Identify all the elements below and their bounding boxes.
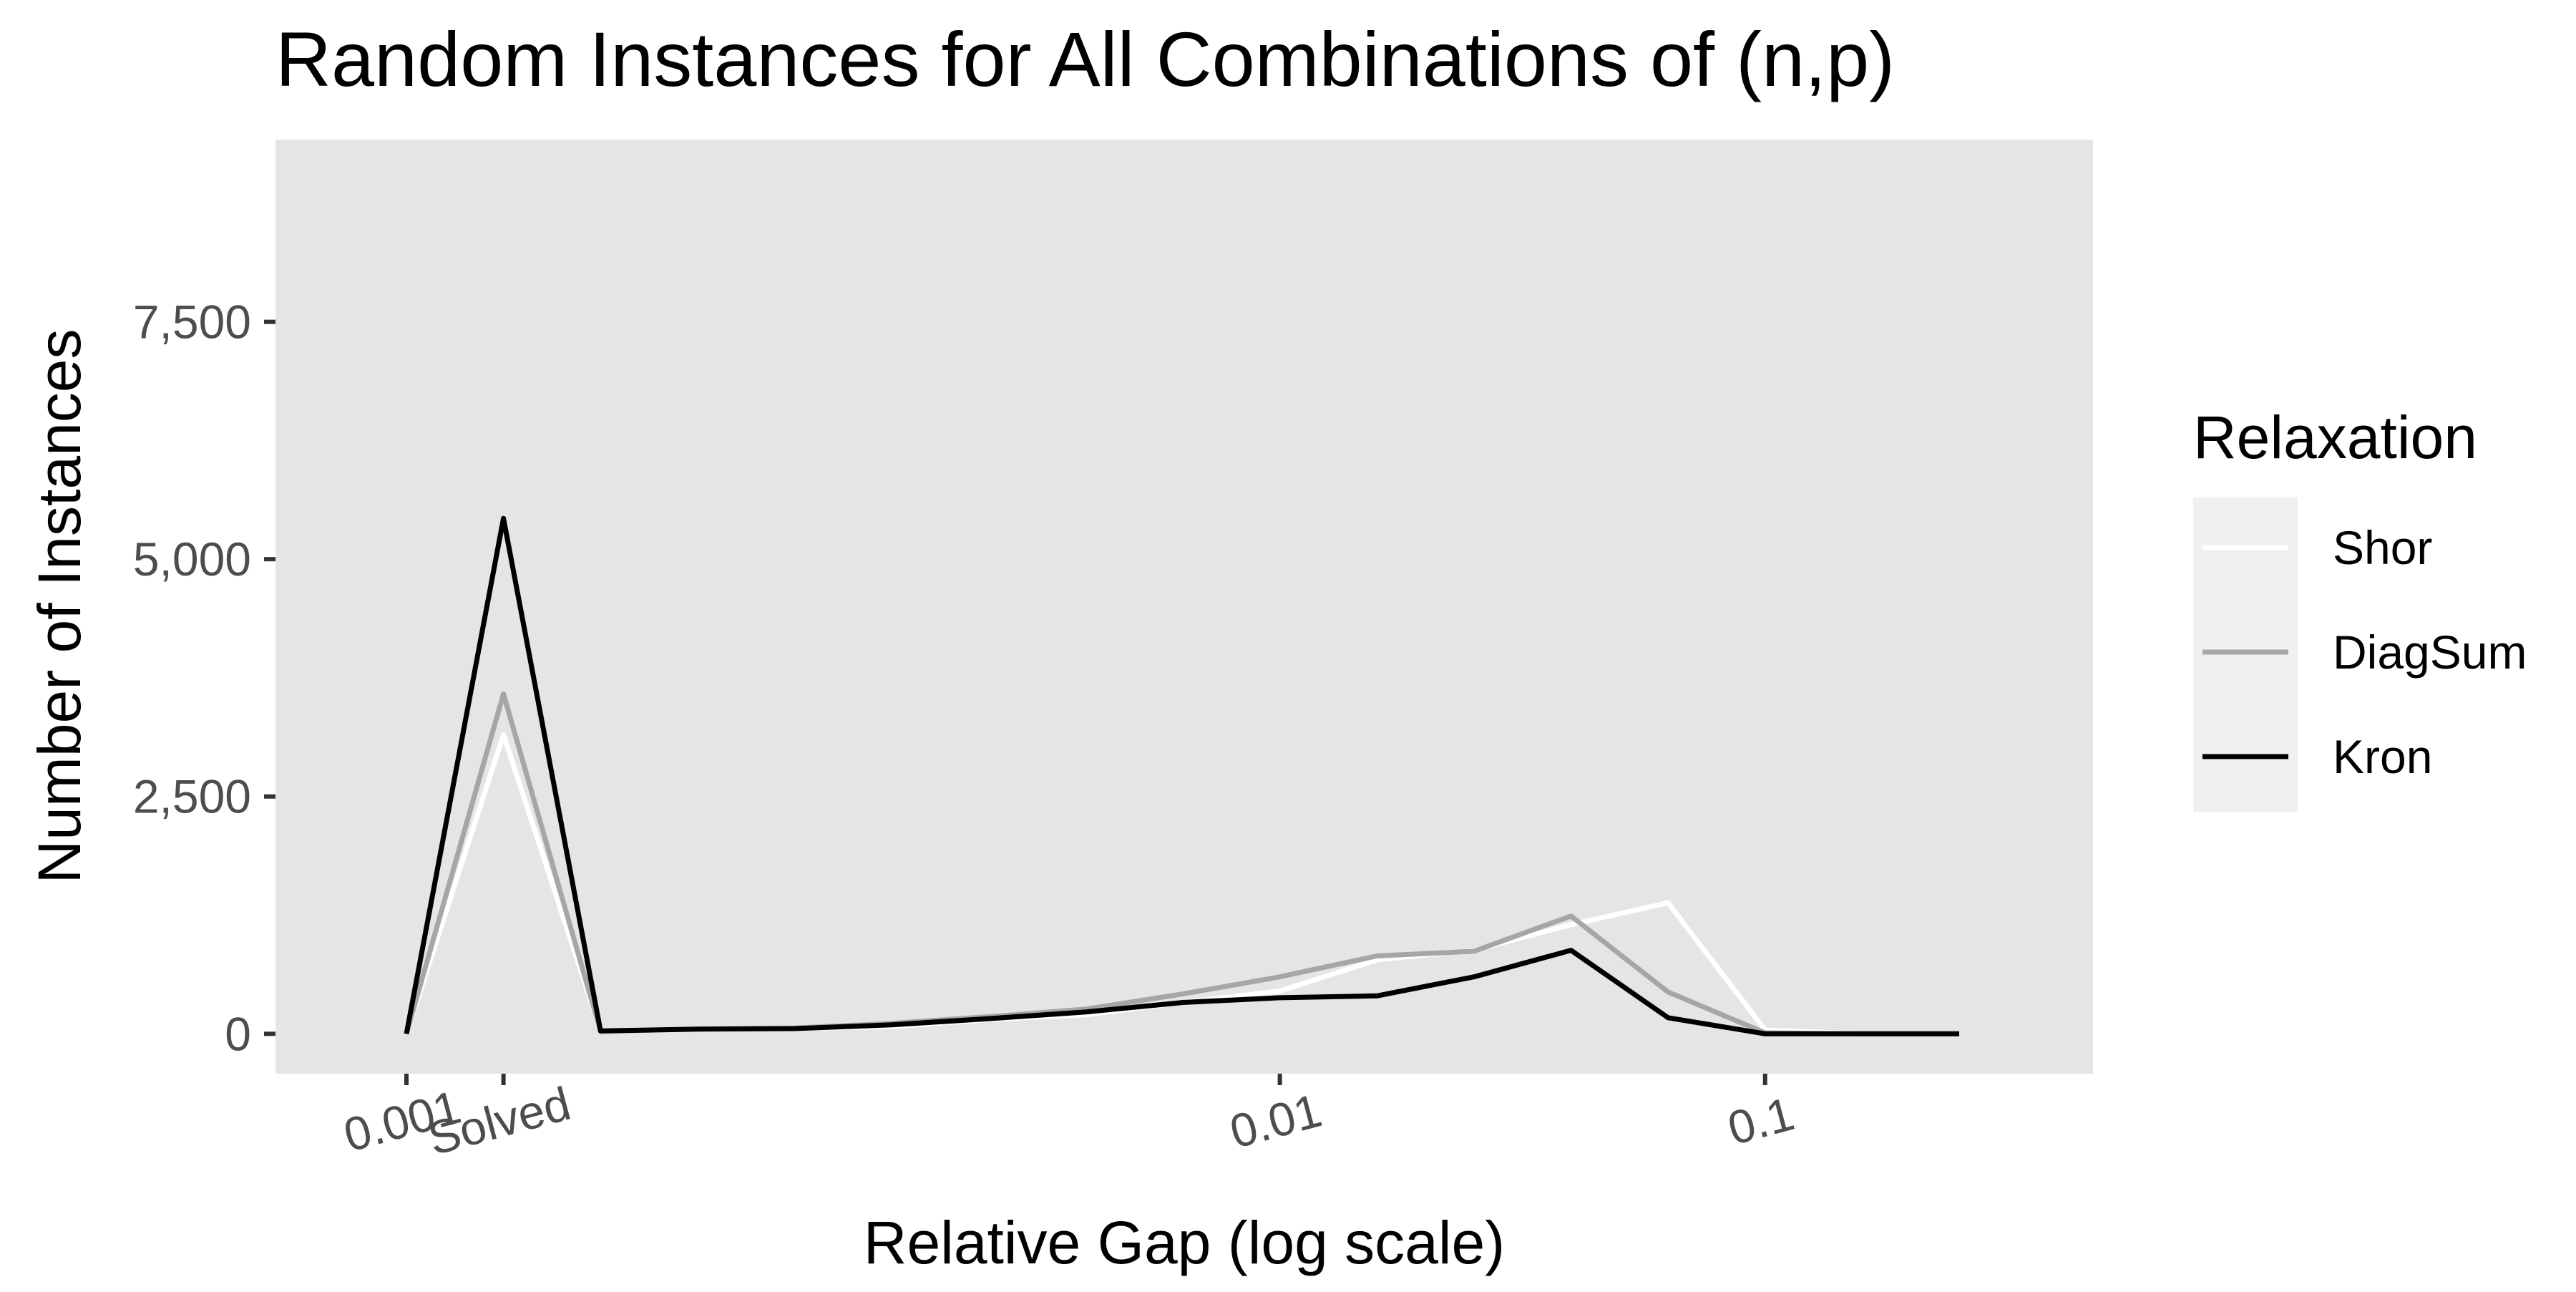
legend-key-background <box>2193 497 2298 812</box>
legend-label: Shor <box>2333 521 2432 574</box>
legend-label: Kron <box>2333 730 2432 783</box>
series-layer <box>404 515 1959 1036</box>
y-tick-label: 2,500 <box>133 770 251 823</box>
plot-panel <box>275 140 2093 1074</box>
x-tick-label: 0.1 <box>1722 1087 1800 1155</box>
y-axis: 0 2,500 5,000 7,500 <box>133 296 275 1060</box>
legend-title: Relaxation <box>2193 404 2477 471</box>
y-tick-label: 5,000 <box>133 533 251 586</box>
legend-items: Shor DiagSum Kron <box>2202 521 2527 783</box>
y-tick-label: 7,500 <box>133 296 251 349</box>
y-axis-title: Number of Instances <box>26 329 93 883</box>
x-tick-label: 0.01 <box>1224 1083 1327 1158</box>
x-axis-title: Relative Gap (log scale) <box>864 1209 1505 1276</box>
chart-title: Random Instances for All Combinations of… <box>275 16 1895 102</box>
y-tick-label: 0 <box>225 1007 251 1060</box>
legend-label: DiagSum <box>2333 626 2527 679</box>
series-line-kron <box>404 515 1959 1036</box>
legend: Relaxation Shor DiagSum Kron <box>2193 404 2527 812</box>
